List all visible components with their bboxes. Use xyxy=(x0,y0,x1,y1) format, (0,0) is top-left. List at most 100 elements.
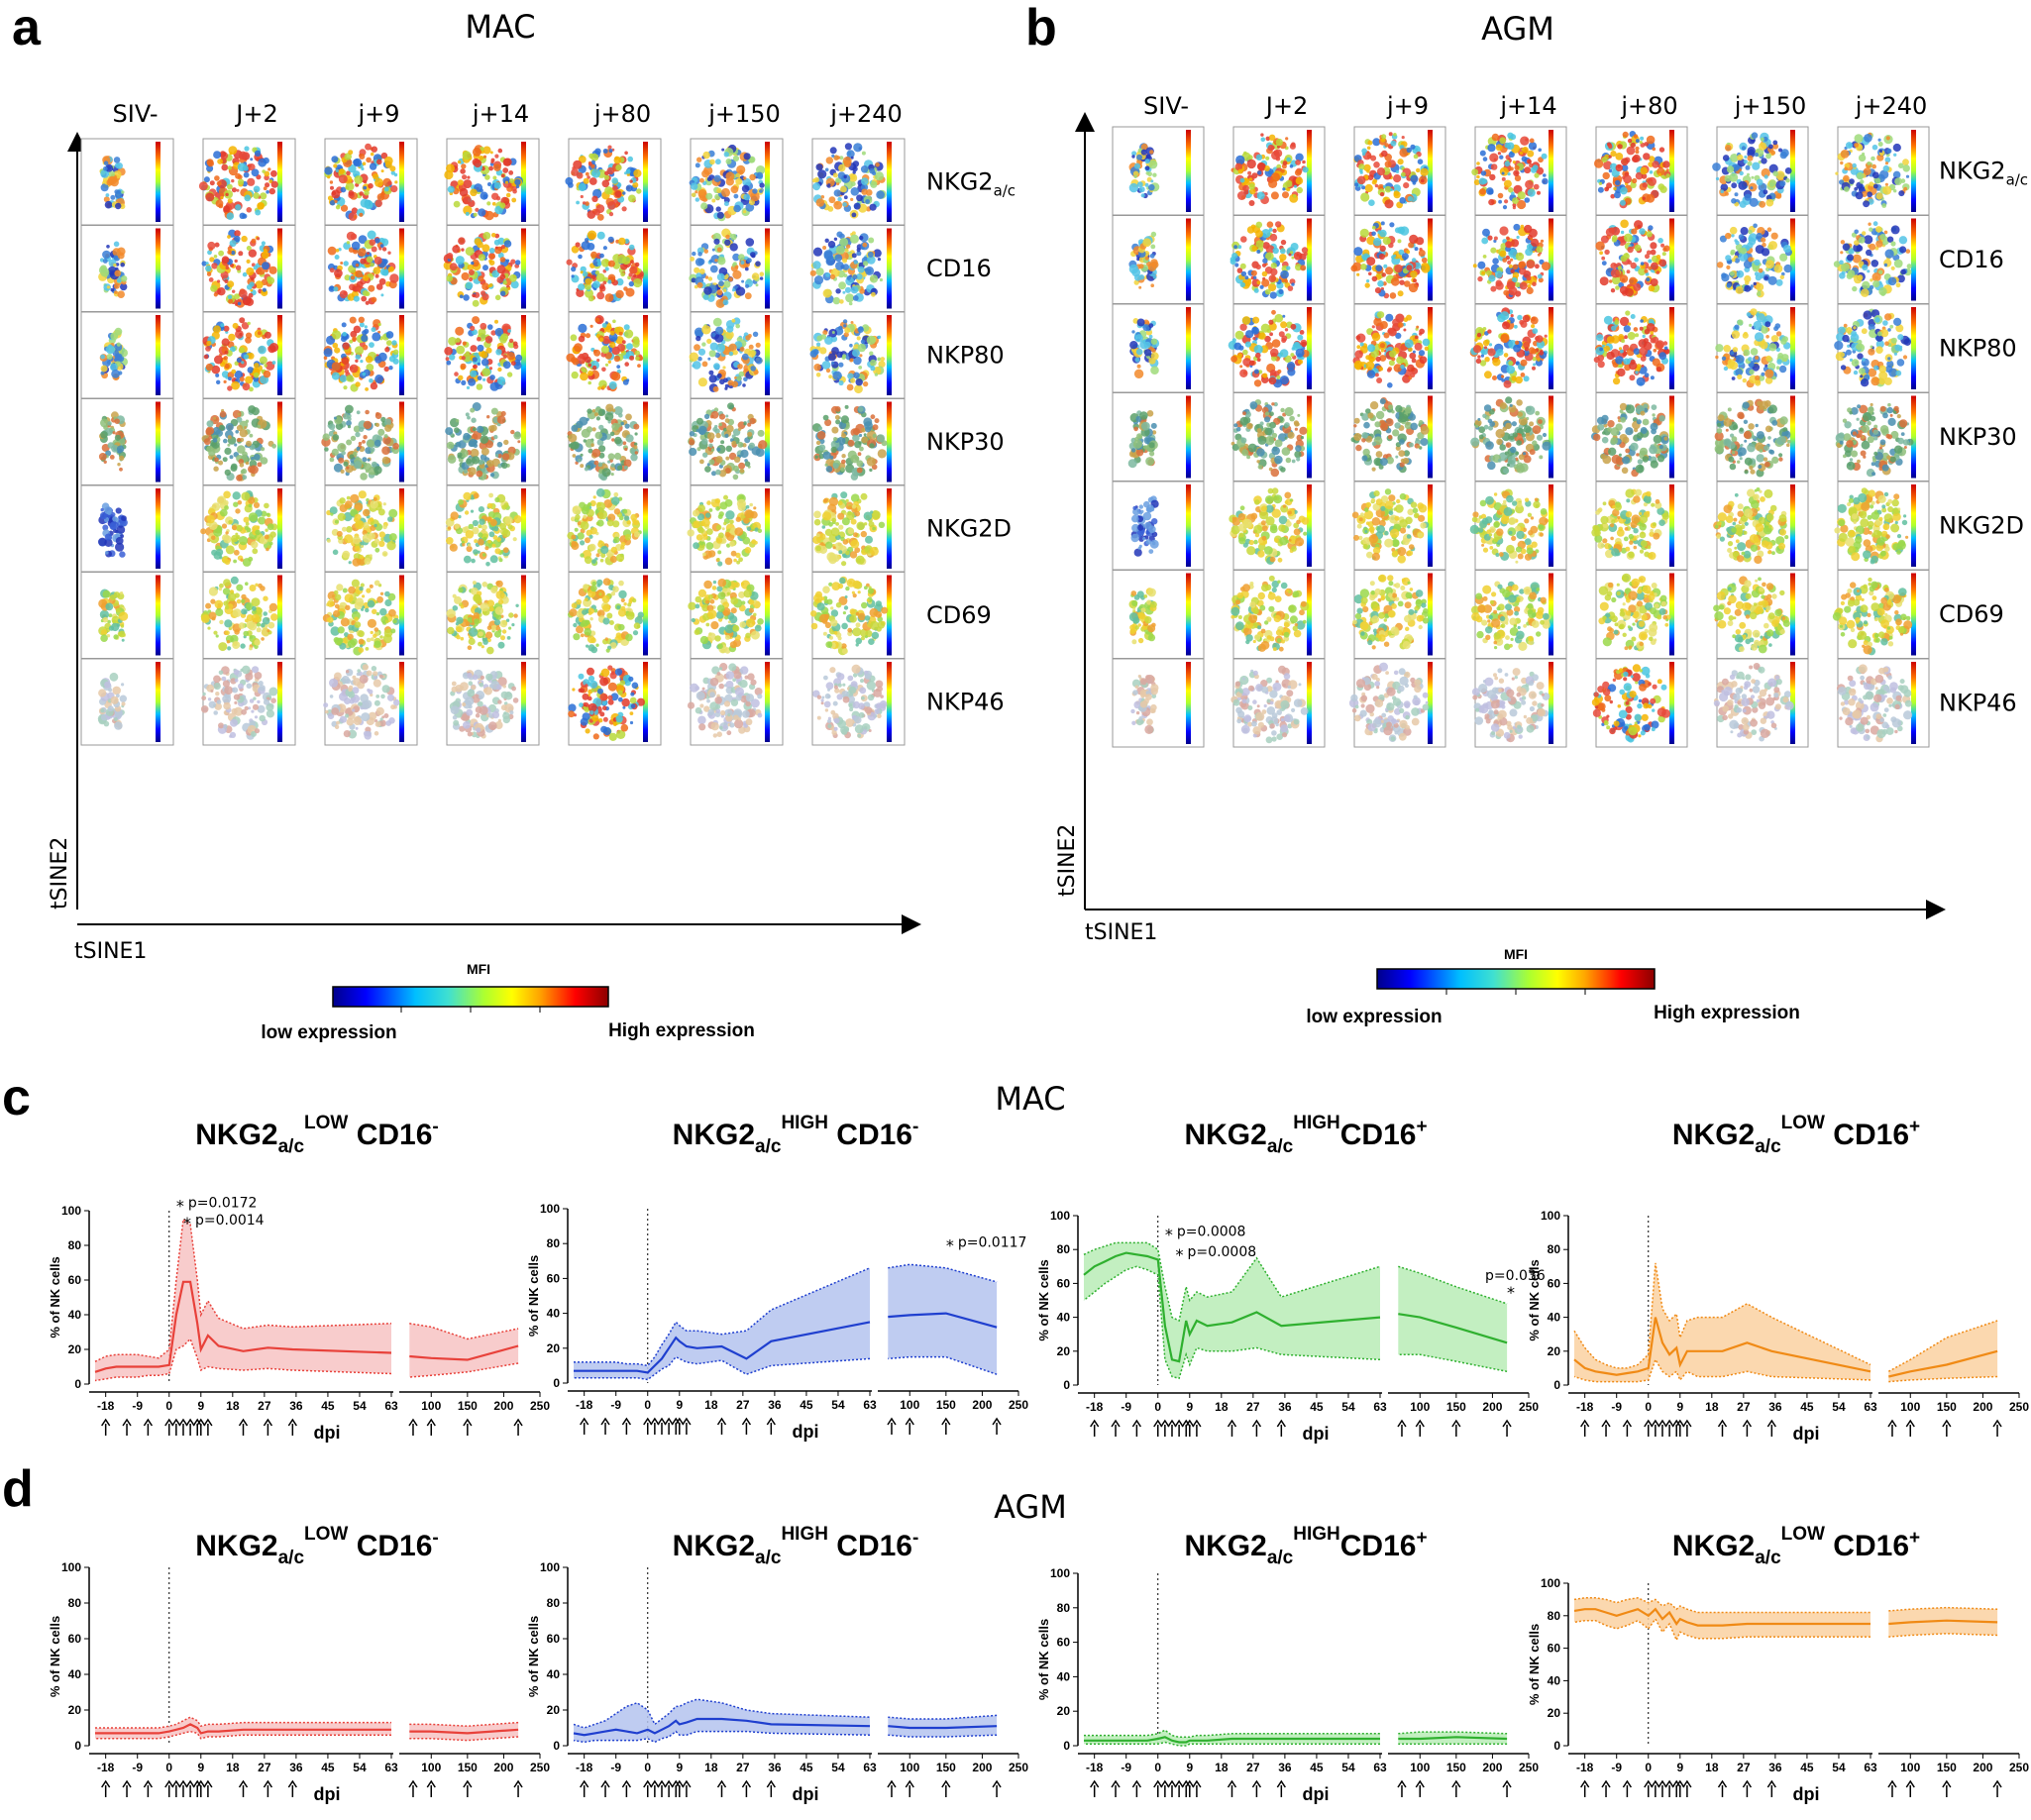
tsne-cell-dot xyxy=(838,362,844,368)
tsne-cell-dot xyxy=(218,642,228,652)
tsne-cell-dot xyxy=(843,273,848,277)
tsne-cell-dot xyxy=(721,148,725,152)
tsne-cell-dot xyxy=(349,454,355,460)
tsne-cell-dot xyxy=(604,186,613,195)
tsne-cell-dot xyxy=(502,176,510,184)
tsne-cell-dot xyxy=(334,603,340,609)
tsne-cell-dot xyxy=(585,619,590,625)
tsne-cell-dot xyxy=(730,233,737,241)
tsne-cell-dot xyxy=(857,266,865,273)
tsne-cell-dot xyxy=(585,201,589,206)
tsne-cell-dot xyxy=(721,187,730,197)
tsne-plot xyxy=(324,138,418,226)
tsne-cell-dot xyxy=(381,446,390,456)
tsne-cell-dot xyxy=(501,453,510,461)
tsne-cell-dot xyxy=(246,207,253,213)
timepoint-header: j+9 xyxy=(357,100,399,128)
tsne-cell-dot xyxy=(384,590,390,597)
tsne-cell-dot xyxy=(383,366,389,373)
tsne-cell-dot xyxy=(377,322,381,327)
tsne-cell-dot xyxy=(373,633,377,638)
tsne-cell-dot xyxy=(98,453,107,461)
tsne-cell-dot xyxy=(602,280,607,285)
tsne-cell-dot xyxy=(366,637,372,643)
tsne-cell-dot xyxy=(745,238,755,247)
tsne-cell-dot xyxy=(618,623,625,631)
tsne-cell-dot xyxy=(474,238,481,246)
tsne-cell-dot xyxy=(854,384,863,394)
tsne-cell-dot xyxy=(880,357,886,362)
tsne-cell-dot xyxy=(723,521,727,526)
tsne-cell-dot xyxy=(624,447,628,452)
tsne-cell-dot xyxy=(813,510,821,519)
tsne-cell-dot xyxy=(744,509,754,519)
tsne-cell-dot xyxy=(367,618,376,628)
tsne-cell-dot xyxy=(578,182,587,192)
tsne-cell-dot xyxy=(595,487,605,497)
tsne-cell-dot xyxy=(504,180,509,184)
tsne-plot xyxy=(689,138,784,226)
tsne-cell-dot xyxy=(251,597,261,607)
tsne-cell-dot xyxy=(836,351,844,359)
tsne-cell-dot xyxy=(264,170,270,177)
tsne-cell-dot xyxy=(231,380,241,390)
tsne-cell-dot xyxy=(206,514,215,524)
tsne-cell-dot xyxy=(825,157,833,164)
tsne-cell-dot xyxy=(335,168,339,172)
tsne-cell-dot xyxy=(875,600,883,607)
tsne-cell-dot xyxy=(573,622,578,628)
tsne-cell-dot xyxy=(108,688,113,693)
tsne-cell-dot xyxy=(254,150,262,157)
tsne-cell-dot xyxy=(860,339,866,344)
tsne-cell-dot xyxy=(509,178,514,184)
tsne-cell-dot xyxy=(710,621,719,630)
tsne-cell-dot xyxy=(583,177,589,184)
tsne-cell-dot xyxy=(261,251,269,260)
tsne-cell-dot xyxy=(853,143,863,153)
tsne-cell-dot xyxy=(227,385,233,391)
tsne-cell-dot xyxy=(752,331,759,337)
tsne-cell-dot xyxy=(225,545,235,555)
tsne-cell-dot xyxy=(840,185,847,193)
tsne-cell-dot xyxy=(717,514,723,519)
tsne-cell-dot xyxy=(585,171,589,176)
tsne-cell-dot xyxy=(835,522,839,526)
tsne-cell-dot xyxy=(837,196,842,202)
tsne-cell-dot xyxy=(732,350,738,356)
tsne-cell-dot xyxy=(844,404,849,409)
tsne-cell-dot xyxy=(582,270,588,277)
tsne-cell-dot xyxy=(716,447,721,452)
tsne-cell-dot xyxy=(757,618,764,625)
marker-label: CD16 xyxy=(926,255,992,282)
tsne-cell-dot xyxy=(232,608,242,617)
tsne-cell-dot xyxy=(507,524,513,530)
tsne-cell-dot xyxy=(329,597,333,602)
tsne-cell-dot xyxy=(228,146,238,156)
tsne-cell-dot xyxy=(230,718,238,727)
tsne-cell-dot xyxy=(615,553,625,563)
tsne-cell-dot xyxy=(580,622,585,628)
tsne-cell-dot xyxy=(821,525,826,529)
tsne-cell-dot xyxy=(383,186,389,192)
tsne-cell-dot xyxy=(235,204,242,211)
tsne-plot xyxy=(322,572,418,659)
tsne-cell-dot xyxy=(730,550,737,557)
tsne-cell-dot xyxy=(251,456,255,461)
tsne-cell-dot xyxy=(257,699,261,704)
tsne-cell-dot xyxy=(353,159,361,166)
tsne-cell-dot xyxy=(460,636,465,641)
tsne-cell-dot xyxy=(387,180,392,186)
tsne-cell-dot xyxy=(842,202,847,207)
tsne-cell-dot xyxy=(213,710,218,715)
tsne-cell-dot xyxy=(609,330,615,336)
tsne-cell-dot xyxy=(850,174,856,180)
tsne-cell-dot xyxy=(625,168,631,174)
tsne-cell-dot xyxy=(352,558,362,567)
tsne-cell-dot xyxy=(756,171,764,179)
tsne-cell-dot xyxy=(610,546,617,554)
tsne-cell-dot xyxy=(580,540,586,546)
tsne-cell-dot xyxy=(732,624,740,632)
tsne-cell-dot xyxy=(259,685,266,692)
tsne-cell-dot xyxy=(228,298,234,304)
tsne-cell-dot xyxy=(257,202,265,210)
